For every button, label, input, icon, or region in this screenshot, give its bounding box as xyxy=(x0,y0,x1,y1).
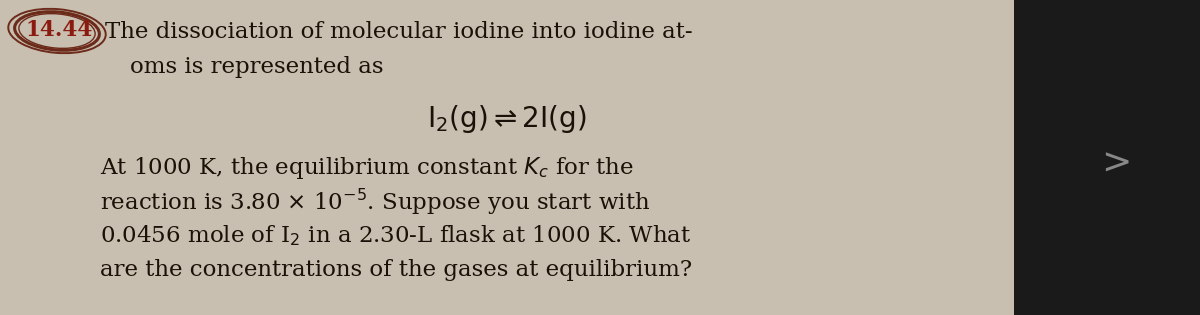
Text: >: > xyxy=(1102,147,1132,181)
Text: The dissociation of molecular iodine into iodine at-: The dissociation of molecular iodine int… xyxy=(106,21,692,43)
Bar xyxy=(1014,0,1200,315)
Text: 0.0456 mole of I$_2$ in a 2.30-L flask at 1000 K. What: 0.0456 mole of I$_2$ in a 2.30-L flask a… xyxy=(100,224,691,249)
Text: reaction is 3.80 $\times$ 10$^{-5}$. Suppose you start with: reaction is 3.80 $\times$ 10$^{-5}$. Sup… xyxy=(100,187,650,217)
Text: are the concentrations of the gases at equilibrium?: are the concentrations of the gases at e… xyxy=(100,259,692,281)
Text: At 1000 K, the equilibrium constant $K_c$ for the: At 1000 K, the equilibrium constant $K_c… xyxy=(100,155,634,181)
Text: oms is represented as: oms is represented as xyxy=(130,56,384,78)
Text: 14.44: 14.44 xyxy=(25,19,92,41)
Text: $\mathrm{I_2(g)} \rightleftharpoons 2\mathrm{I(g)}$: $\mathrm{I_2(g)} \rightleftharpoons 2\ma… xyxy=(427,103,587,135)
